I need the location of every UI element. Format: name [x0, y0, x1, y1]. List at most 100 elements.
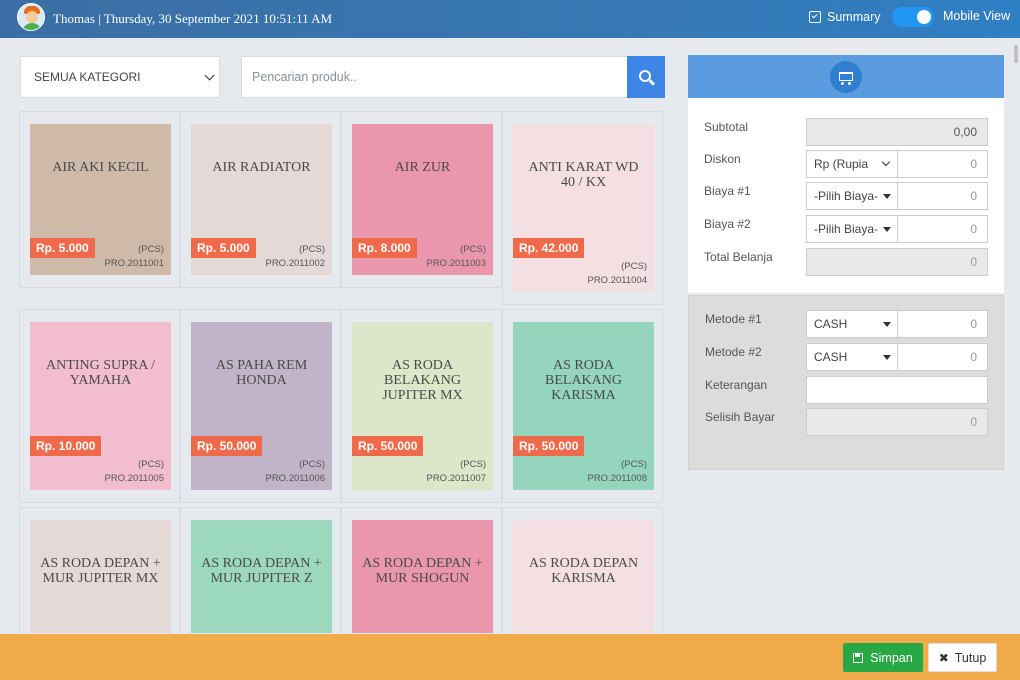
- search-icon: [638, 69, 651, 82]
- product-cell[interactable]: AS RODA DEPAN + MUR SHOGUN: [341, 507, 502, 633]
- product-card[interactable]: ANTING SUPRA / YAMAHA Rp. 10.000 (PCS) P…: [30, 322, 171, 490]
- product-name: AIR RADIATOR: [212, 160, 311, 175]
- category-select[interactable]: SEMUA KATEGORI: [20, 56, 220, 98]
- product-card[interactable]: AS RODA BELAKANG JUPITER MX Rp. 50.000 (…: [352, 322, 493, 490]
- caret-down-icon: [883, 194, 891, 199]
- product-unit: (PCS): [138, 459, 164, 470]
- keterangan-label: Keterangan: [705, 378, 768, 392]
- product-name: AS RODA BELAKANG JUPITER MX: [382, 358, 463, 403]
- metode1-select[interactable]: CASH: [806, 310, 898, 338]
- product-name: AIR AKI KECIL: [52, 160, 149, 175]
- product-card[interactable]: AIR AKI KECIL Rp. 5.000 (PCS) PRO.201100…: [30, 124, 171, 275]
- total-belanja-field: 0: [806, 248, 988, 276]
- user-avatar[interactable]: [17, 3, 45, 31]
- product-cell[interactable]: AS RODA BELAKANG KARISMA Rp. 50.000 (PCS…: [502, 309, 663, 503]
- metode2-select[interactable]: CASH: [806, 343, 898, 371]
- close-icon: ✖: [938, 650, 949, 665]
- close-button[interactable]: ✖ Tutup: [928, 643, 997, 672]
- biaya1-select[interactable]: -Pilih Biaya-: [806, 182, 898, 210]
- product-name: AS RODA DEPAN + MUR JUPITER MX: [40, 556, 161, 586]
- biaya2-select-value: -Pilih Biaya-: [814, 222, 879, 236]
- metode1-label: Metode #1: [705, 312, 762, 326]
- diskon-type-value: Rp (Rupia: [814, 157, 869, 171]
- subtotal-field: 0,00: [806, 118, 988, 146]
- caret-down-icon: [883, 322, 891, 327]
- product-price: Rp. 50.000: [513, 436, 585, 456]
- product-cell[interactable]: ANTI KARAT WD 40 / KX Rp. 42.000 (PCS) P…: [502, 111, 663, 305]
- cart-icon: [830, 61, 862, 93]
- summary-label: Summary: [827, 10, 881, 24]
- product-cell[interactable]: AIR RADIATOR Rp. 5.000 (PCS) PRO.2011002: [180, 111, 341, 288]
- product-cell[interactable]: AIR ZUR Rp. 8.000 (PCS) PRO.2011003: [341, 111, 502, 288]
- product-cell[interactable]: AS RODA DEPAN + MUR JUPITER Z: [180, 507, 341, 633]
- product-code: PRO.2011003: [426, 258, 486, 269]
- cart-header: [688, 55, 1004, 98]
- chevron-down-icon: [881, 157, 891, 167]
- biaya2-label: Biaya #2: [704, 217, 751, 231]
- product-code: PRO.2011007: [426, 473, 486, 484]
- product-unit: (PCS): [460, 244, 486, 255]
- metode1-input[interactable]: 0: [897, 310, 988, 338]
- product-unit: (PCS): [299, 459, 325, 470]
- product-unit: (PCS): [621, 459, 647, 470]
- metode1-select-value: CASH: [814, 317, 848, 331]
- diskon-input[interactable]: 0: [897, 150, 988, 178]
- diskon-type-select[interactable]: Rp (Rupia: [806, 150, 898, 178]
- user-datetime-line: Thomas | Thursday, 30 September 2021 10:…: [53, 11, 333, 26]
- total-belanja-label: Total Belanja: [704, 250, 773, 264]
- payment-panel: Metode #1 CASH 0 Metode #2 CASH 0 Ketera…: [688, 295, 1004, 470]
- product-name: AS RODA DEPAN + MUR SHOGUN: [362, 556, 483, 586]
- product-cell[interactable]: AS RODA DEPAN + MUR JUPITER MX: [19, 507, 180, 633]
- product-card[interactable]: AS RODA BELAKANG KARISMA Rp. 50.000 (PCS…: [513, 322, 654, 490]
- diskon-label: Diskon: [704, 152, 741, 166]
- product-price: Rp. 50.000: [191, 436, 263, 456]
- metode2-input[interactable]: 0: [897, 343, 988, 371]
- product-cell[interactable]: ANTING SUPRA / YAMAHA Rp. 10.000 (PCS) P…: [19, 309, 180, 503]
- metode2-select-value: CASH: [814, 350, 848, 364]
- product-cell[interactable]: AS RODA DEPAN KARISMA: [502, 507, 663, 633]
- product-unit: (PCS): [621, 261, 647, 272]
- product-code: PRO.2011001: [104, 258, 164, 269]
- category-select-value: SEMUA KATEGORI: [34, 70, 141, 84]
- search-button[interactable]: [627, 56, 665, 98]
- keterangan-input[interactable]: [806, 376, 988, 404]
- product-card[interactable]: AS RODA DEPAN + MUR JUPITER MX: [30, 520, 171, 633]
- summary-button[interactable]: Summary: [809, 10, 880, 24]
- product-card[interactable]: AIR ZUR Rp. 8.000 (PCS) PRO.2011003: [352, 124, 493, 275]
- product-name: AS RODA DEPAN + MUR JUPITER Z: [201, 556, 322, 586]
- product-card[interactable]: AS PAHA REM HONDA Rp. 50.000 (PCS) PRO.2…: [191, 322, 332, 490]
- biaya2-select[interactable]: -Pilih Biaya-: [806, 215, 898, 243]
- scrollbar[interactable]: [1014, 45, 1018, 63]
- product-price: Rp. 42.000: [513, 238, 585, 258]
- product-cell[interactable]: AS RODA BELAKANG JUPITER MX Rp. 50.000 (…: [341, 309, 502, 503]
- product-card[interactable]: AS RODA DEPAN + MUR JUPITER Z: [191, 520, 332, 633]
- toggle-knob: [917, 10, 931, 24]
- biaya2-input[interactable]: 0: [897, 215, 988, 243]
- mobile-view-label: Mobile View: [943, 9, 1011, 23]
- product-name: AS RODA DEPAN KARISMA: [528, 556, 639, 586]
- calendar-check-icon: [809, 11, 821, 23]
- product-code: PRO.2011008: [587, 473, 647, 484]
- mobile-view-toggle[interactable]: [892, 7, 934, 27]
- product-cell[interactable]: AS PAHA REM HONDA Rp. 50.000 (PCS) PRO.2…: [180, 309, 341, 503]
- product-card[interactable]: AS RODA DEPAN KARISMA: [513, 520, 654, 633]
- product-unit: (PCS): [138, 244, 164, 255]
- product-unit: (PCS): [460, 459, 486, 470]
- selisih-bayar-label: Selisih Bayar: [705, 410, 776, 424]
- product-grid: AIR AKI KECIL Rp. 5.000 (PCS) PRO.201100…: [19, 111, 665, 633]
- top-bar: Thomas | Thursday, 30 September 2021 10:…: [0, 0, 1020, 38]
- floppy-disk-icon: [853, 652, 864, 663]
- product-search-input[interactable]: [241, 56, 628, 98]
- product-name: ANTING SUPRA / YAMAHA: [46, 358, 155, 388]
- subtotal-label: Subtotal: [704, 120, 749, 134]
- product-price: Rp. 5.000: [191, 238, 256, 258]
- product-card[interactable]: ANTI KARAT WD 40 / KX Rp. 42.000 (PCS) P…: [513, 124, 654, 292]
- save-button-label: Simpan: [870, 650, 913, 665]
- product-card[interactable]: AIR RADIATOR Rp. 5.000 (PCS) PRO.2011002: [191, 124, 332, 275]
- product-name: ANTI KARAT WD 40 / KX: [528, 160, 639, 190]
- product-card[interactable]: AS RODA DEPAN + MUR SHOGUN: [352, 520, 493, 633]
- biaya1-input[interactable]: 0: [897, 182, 988, 210]
- product-cell[interactable]: AIR AKI KECIL Rp. 5.000 (PCS) PRO.201100…: [19, 111, 180, 288]
- save-button[interactable]: Simpan: [843, 643, 923, 672]
- product-name: AS PAHA REM HONDA: [215, 358, 308, 388]
